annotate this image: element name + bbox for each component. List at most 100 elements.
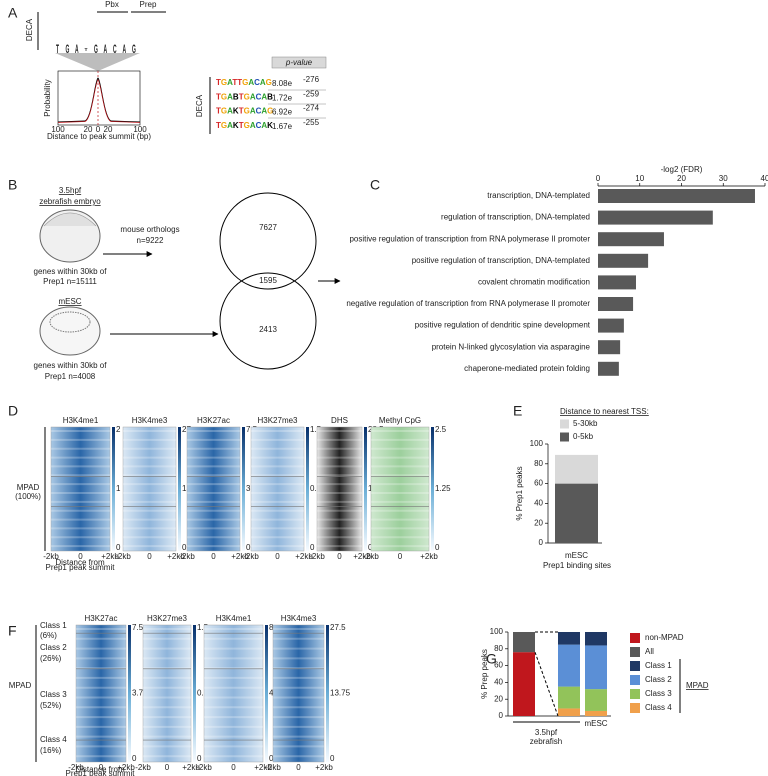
colorbar-label: 2	[116, 425, 121, 434]
bar	[598, 275, 636, 290]
colorbar-label: 0	[182, 543, 187, 552]
colorbar	[178, 427, 181, 551]
category-label: negative regulation of transcription fro…	[346, 299, 590, 308]
panel-label: D	[8, 403, 18, 419]
heatmap-title: H3K4me1	[63, 416, 99, 425]
axis-label: Prep1 binding sites	[543, 561, 611, 570]
bar-segment	[555, 454, 598, 484]
tick-label: 0	[99, 763, 104, 772]
tick-label: 100	[133, 125, 147, 134]
colorbar	[128, 625, 131, 762]
motif: TGAKTGACAG	[216, 107, 273, 116]
panel-label: G	[486, 651, 497, 667]
motif: TGATTGACAG	[216, 78, 272, 87]
colorbar-label: 8	[269, 623, 274, 632]
logo-letter: G	[66, 43, 70, 56]
group-label: MPAD	[17, 483, 40, 492]
y-tick-label: 100	[530, 439, 544, 448]
tick-label: -2kb	[196, 763, 212, 772]
heatmap-title: H3K27ac	[85, 614, 118, 623]
legend-swatch	[630, 633, 640, 643]
heatmap	[250, 426, 305, 552]
tick-label: 0	[165, 763, 170, 772]
label: n=9222	[137, 236, 164, 245]
y-tick-label: 60	[494, 661, 503, 670]
label: Prep1 n=15111	[43, 277, 97, 286]
colorbar-label: 0	[310, 543, 315, 552]
bar-segment	[558, 708, 580, 716]
motif: TGAKTGACAK	[216, 121, 273, 130]
tick-label: +2kb	[231, 552, 249, 561]
colorbar	[112, 427, 115, 551]
p-value: 8.08e	[272, 79, 293, 88]
tick-label: 0	[211, 552, 216, 561]
colorbar-label: 0	[197, 754, 202, 763]
class-label: Class 1	[40, 621, 67, 630]
legend-label: Class 2	[645, 675, 672, 684]
colorbar-label: 1.5	[310, 425, 322, 434]
legend-swatch	[630, 661, 640, 671]
tick-label: 0	[147, 552, 152, 561]
class-label: Class 4	[40, 735, 67, 744]
axis-title: -log2 (FDR)	[661, 165, 703, 174]
label: genes within 30kb of	[34, 267, 108, 276]
tick-label: -2kb	[363, 552, 379, 561]
colorbar-label: 1	[116, 484, 121, 493]
bar-segment	[555, 483, 598, 543]
colorbar	[431, 427, 434, 551]
tick-label: 0	[296, 763, 301, 772]
tick-label: +2kb	[420, 552, 438, 561]
colorbar-label: 3.75	[132, 689, 148, 698]
heatmap	[122, 426, 177, 552]
legend-swatch	[630, 689, 640, 699]
legend-label: Class 3	[645, 689, 672, 698]
colorbar-label: 0	[435, 543, 440, 552]
bar-segment	[585, 645, 607, 690]
p-value-exponent: -276	[303, 75, 320, 84]
colorbar-label: 0	[116, 543, 121, 552]
heatmap	[142, 624, 192, 763]
x-tick-label: 40	[761, 174, 768, 183]
x-tick-label: 0	[596, 174, 601, 183]
legend-title: Distance to nearest TSS:	[560, 407, 649, 416]
funnel	[55, 53, 140, 71]
tick-label: -2kb	[179, 552, 195, 561]
category-label: chaperone-mediated protein folding	[464, 364, 590, 373]
tick-label: -2kb	[68, 763, 84, 772]
category-label: transcription, DNA-templated	[487, 191, 590, 200]
bar-segment	[585, 710, 607, 716]
inner-cell-mass	[49, 311, 91, 333]
tick-label: 20	[104, 125, 113, 134]
bar	[598, 318, 624, 333]
logo-letter: A	[104, 43, 108, 56]
y-tick-label: 80	[494, 644, 503, 653]
group-label: zebrafish	[530, 737, 562, 746]
category-label: regulation of transcription, DNA-templat…	[441, 213, 590, 222]
label: Prep	[140, 0, 157, 9]
p-value-exponent: -274	[303, 104, 320, 113]
tick-label: 20	[84, 125, 93, 134]
heatmap-title: H3K4me3	[132, 416, 168, 425]
axis-label: % Prep peaks	[480, 649, 489, 699]
bar	[598, 189, 755, 203]
x-tick-label: mESC	[565, 551, 588, 560]
category-label: protein N-linked glycosylation via aspar…	[432, 342, 591, 351]
p-value: 1.72e	[272, 93, 293, 102]
colorbar	[306, 427, 309, 551]
logo-letter: T	[85, 47, 88, 52]
tick-label: -2kb	[135, 763, 151, 772]
label: DECA	[195, 94, 204, 117]
profile-curve	[57, 79, 141, 123]
axis-note: Distance from	[55, 558, 105, 567]
table-header: p-value	[285, 58, 313, 67]
blastocyst	[39, 306, 101, 356]
y-tick-label: 100	[490, 627, 504, 636]
category-label: positive regulation of transcription fro…	[349, 234, 590, 243]
heatmap	[203, 624, 264, 763]
x-tick-label: 20	[677, 174, 686, 183]
bar-segment	[513, 632, 535, 653]
legend-label: Class 4	[645, 703, 672, 712]
logo-letter: G	[132, 43, 136, 56]
colorbar-label: 27.5	[330, 623, 346, 632]
tick-label: 0	[96, 125, 101, 134]
